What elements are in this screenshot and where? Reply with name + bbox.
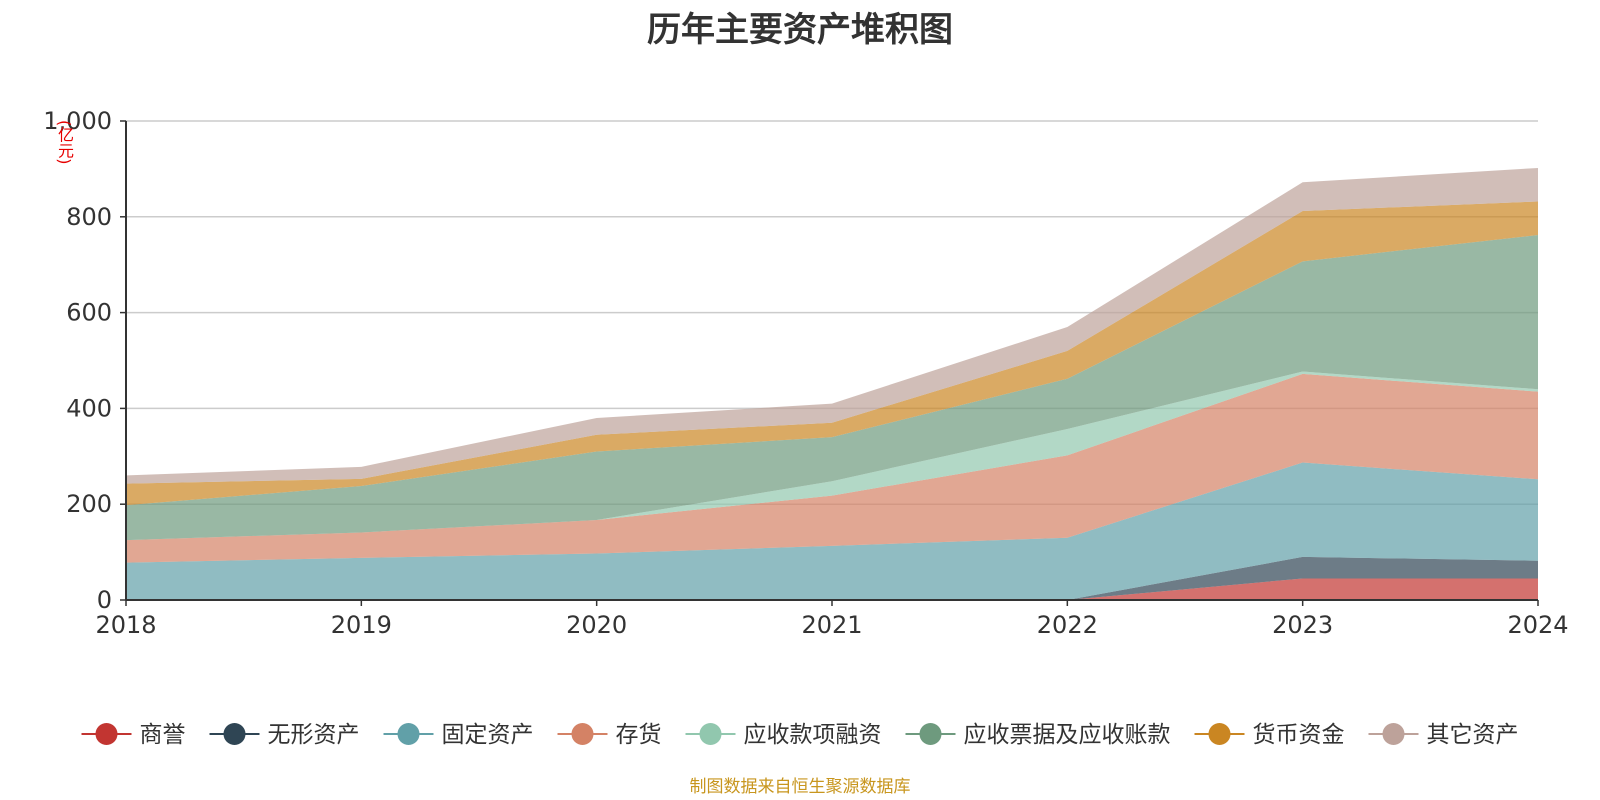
- y-tick-label: 600: [66, 299, 112, 327]
- legend-item[interactable]: 其它资产: [1368, 722, 1519, 748]
- area-series: [126, 371, 1538, 541]
- chart-title: 历年主要资产堆积图: [647, 10, 953, 50]
- area-series: [126, 167, 1538, 484]
- x-tick-label: 2024: [1507, 611, 1568, 639]
- legend-marker: [95, 723, 118, 745]
- legend-item[interactable]: 货币资金: [1194, 722, 1345, 748]
- legend[interactable]: 商誉 无形资产 固定资产 存货 应收款项融资 应收票据及应收账款 货币资金 其它资产: [81, 722, 1519, 748]
- legend-marker: [919, 723, 942, 745]
- y-axis-unit-label: (亿元): [55, 120, 74, 165]
- x-tick-label: 2021: [801, 611, 862, 639]
- legend-label: 无形资产: [268, 722, 360, 748]
- y-tick-label: 800: [66, 203, 112, 231]
- legend-marker: [699, 723, 722, 745]
- legend-marker: [223, 723, 246, 745]
- area-series: [126, 578, 1538, 600]
- legend-label: 商誉: [140, 722, 186, 748]
- x-tick-label: 2018: [95, 611, 156, 639]
- legend-label: 其它资产: [1427, 722, 1519, 748]
- y-tick-label: 200: [66, 490, 112, 518]
- y-tick-label: 1,000: [43, 107, 112, 135]
- legend-item[interactable]: 应收票据及应收账款: [905, 722, 1171, 748]
- legend-label: 应收款项融资: [744, 722, 882, 748]
- legend-item[interactable]: 固定资产: [383, 722, 534, 748]
- legend-label: 存货: [616, 722, 662, 748]
- legend-item[interactable]: 无形资产: [209, 722, 360, 748]
- x-tick-label: 2020: [566, 611, 627, 639]
- legend-item[interactable]: 存货: [557, 722, 662, 748]
- y-tick-label: 0: [97, 586, 112, 614]
- area-series: [126, 556, 1538, 600]
- legend-label: 应收票据及应收账款: [964, 722, 1171, 748]
- y-tick-label: 400: [66, 394, 112, 422]
- legend-label: 货币资金: [1253, 722, 1345, 748]
- data-source-note: 制图数据来自恒生聚源数据库: [689, 777, 911, 797]
- area-series: [126, 462, 1538, 600]
- legend-marker: [397, 723, 420, 745]
- area-series: [126, 373, 1538, 563]
- legend-marker: [1382, 723, 1405, 745]
- area-series: [126, 201, 1538, 506]
- legend-marker: [1208, 723, 1231, 745]
- area-series: [126, 235, 1538, 541]
- legend-item[interactable]: 应收款项融资: [685, 722, 882, 748]
- x-tick-label: 2023: [1272, 611, 1333, 639]
- axes: 0 200 400 600 800 1,000 2018 2019 2020 2021 2022 20…: [43, 107, 1568, 639]
- legend-label: 固定资产: [442, 722, 534, 748]
- legend-item[interactable]: 商誉: [81, 722, 186, 748]
- x-tick-label: 2022: [1037, 611, 1098, 639]
- x-tick-label: 2019: [331, 611, 392, 639]
- legend-marker: [571, 723, 594, 745]
- area-series-group: [126, 167, 1538, 600]
